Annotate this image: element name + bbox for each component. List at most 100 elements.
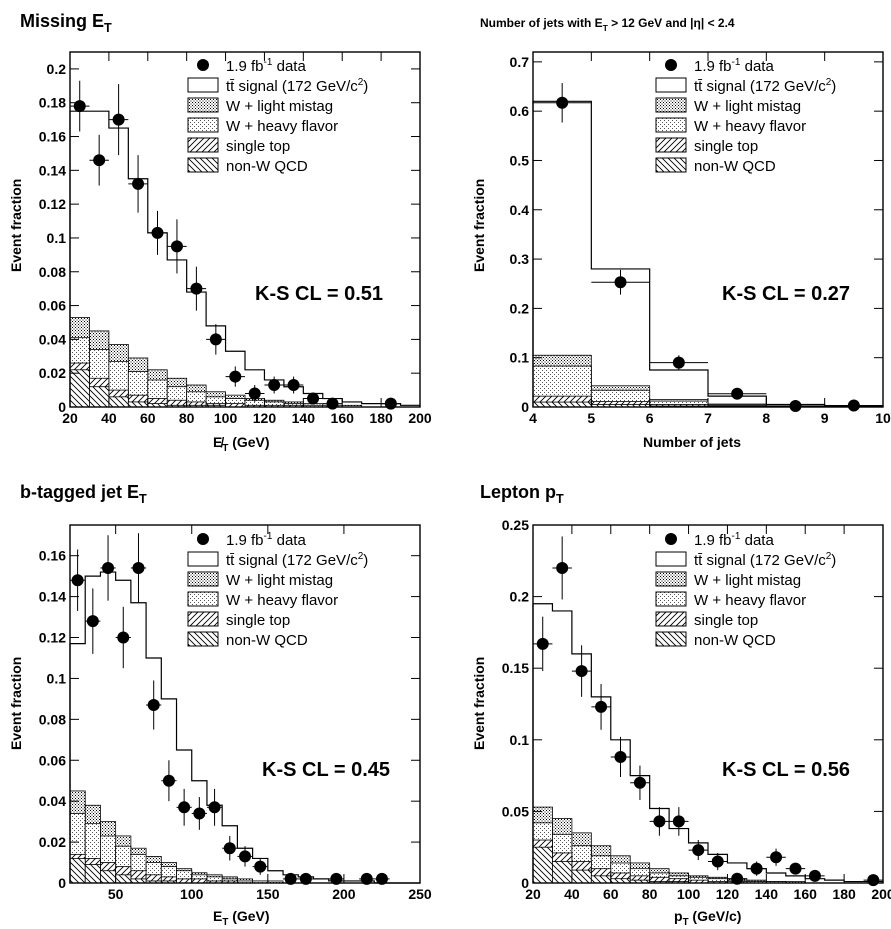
data-point bbox=[789, 862, 802, 875]
data-point bbox=[102, 561, 115, 574]
y-tick-label: 0.04 bbox=[39, 793, 66, 809]
data-point bbox=[711, 855, 724, 868]
stack-bar-qcd bbox=[84, 864, 101, 884]
y-tick-label: 0.1 bbox=[47, 670, 67, 686]
data-point bbox=[307, 392, 320, 405]
y-tick-label: 0 bbox=[521, 875, 529, 891]
legend-label-qcd: non-W QCD bbox=[226, 158, 308, 175]
x-tick-label: 6 bbox=[646, 410, 654, 426]
legend-label-whf: W + heavy flavor bbox=[226, 118, 338, 135]
legend-swatch-stop bbox=[187, 611, 219, 627]
legend-swatch-qcd bbox=[187, 631, 219, 647]
y-tick-label: 0.06 bbox=[39, 752, 66, 768]
data-point bbox=[750, 862, 763, 875]
data-point bbox=[209, 333, 222, 346]
x-tick-label: 40 bbox=[101, 410, 117, 426]
stack-bar-qcd bbox=[571, 869, 592, 884]
x-tick-label: 40 bbox=[564, 886, 580, 902]
legend-swatch-wlf bbox=[187, 571, 219, 587]
legend-label-stop: single top bbox=[694, 138, 758, 155]
stack-bar-qcd bbox=[69, 369, 90, 408]
x-tick-label: 20 bbox=[525, 886, 541, 902]
data-point bbox=[73, 100, 86, 113]
legend-swatch-qcd bbox=[655, 631, 687, 647]
y-axis-label: Event fraction bbox=[8, 179, 24, 272]
legend-label-stop: single top bbox=[226, 138, 290, 155]
data-point bbox=[692, 844, 705, 857]
x-tick-label: 180 bbox=[832, 886, 856, 902]
legend-swatch-stop bbox=[655, 137, 687, 153]
ks-cl-text: K-S CL = 0.51 bbox=[255, 283, 383, 305]
legend-swatch-data bbox=[665, 533, 677, 545]
data-point bbox=[239, 850, 251, 863]
panel-title: Missing ET bbox=[20, 11, 112, 35]
data-point bbox=[93, 154, 106, 167]
x-tick-label: 200 bbox=[408, 410, 432, 426]
data-point bbox=[330, 872, 343, 885]
y-tick-label: 0.5 bbox=[510, 152, 530, 168]
data-point bbox=[556, 561, 569, 574]
panel-missing-et: Missing ET 20 40 60 80 100 120 140 160 180 200 0 0.… bbox=[8, 11, 432, 454]
data-point bbox=[268, 379, 281, 392]
legend-swatch-ttbar bbox=[187, 77, 219, 93]
legend-label-whf: W + heavy flavor bbox=[694, 118, 806, 135]
legend-label-data: 1.9 fb-1 data bbox=[694, 57, 774, 75]
y-axis-label: Event fraction bbox=[8, 657, 24, 750]
legend-label-ttbar: tt̄ signal (172 GeV/c2) bbox=[226, 77, 368, 95]
legend-label-wlf: W + light mistag bbox=[694, 572, 801, 589]
x-tick-label: 160 bbox=[331, 410, 355, 426]
y-tick-label: 0.12 bbox=[39, 630, 66, 646]
y-tick-label: 0.08 bbox=[39, 711, 66, 727]
x-tick-label: 160 bbox=[794, 886, 818, 902]
y-tick-label: 0.6 bbox=[510, 103, 530, 119]
x-tick-label: 120 bbox=[253, 410, 277, 426]
y-tick-label: 0.02 bbox=[39, 834, 66, 850]
data-point bbox=[808, 869, 821, 882]
x-tick-label: 80 bbox=[179, 410, 195, 426]
stack-bar-qcd bbox=[590, 875, 612, 884]
legend-lepton-pt: 1.9 fb-1 data tt̄ signal (172 GeV/c2) W + … bbox=[655, 531, 836, 649]
data-point bbox=[151, 226, 164, 239]
legend-label-ttbar: tt̄ signal (172 GeV/c2) bbox=[226, 551, 368, 569]
y-tick-label: 0.18 bbox=[39, 95, 66, 111]
data-point bbox=[633, 776, 646, 789]
x-tick-label: 200 bbox=[332, 886, 356, 902]
y-tick-label: 0.05 bbox=[502, 803, 529, 819]
y-tick-label: 0.14 bbox=[39, 162, 66, 178]
legend-swatch-whf bbox=[655, 117, 687, 133]
legend-label-data: 1.9 fb-1 data bbox=[226, 531, 306, 549]
x-tick-label: 60 bbox=[603, 886, 619, 902]
plot-frame bbox=[69, 524, 421, 884]
y-tick-label: 0.12 bbox=[39, 196, 66, 212]
y-tick-label: 0 bbox=[58, 399, 66, 415]
data-point bbox=[360, 872, 373, 885]
legend-label-data: 1.9 fb-1 data bbox=[694, 531, 774, 549]
plot-area: 20 40 60 80 100 120 140 160 180 200 0 0.05 0.1 0.15 0.… bbox=[502, 517, 891, 902]
data-point bbox=[847, 399, 860, 412]
legend-swatch-wlf bbox=[187, 97, 219, 113]
panel-btag-jet-et: b-tagged jet ET 50 100 150 200 250 0 0.02 0.04 0… bbox=[8, 482, 432, 928]
legend-swatch-qcd bbox=[655, 157, 687, 173]
y-axis-label: Event fraction bbox=[471, 179, 487, 272]
data-point bbox=[178, 801, 191, 814]
data-point bbox=[132, 177, 145, 190]
y-tick-label: 0.1 bbox=[510, 732, 530, 748]
data-point bbox=[254, 860, 267, 873]
ks-cl-text: K-S CL = 0.56 bbox=[722, 759, 850, 781]
data-point bbox=[229, 370, 242, 383]
x-tick-label: 150 bbox=[256, 886, 280, 902]
panel-title: Number of jets with ET > 12 GeV and |η| … bbox=[480, 16, 735, 33]
data-point bbox=[789, 400, 802, 413]
legend-swatch-wlf bbox=[655, 571, 687, 587]
x-tick-label: 140 bbox=[292, 410, 316, 426]
x-tick-label: 200 bbox=[871, 886, 891, 902]
panel-number-of-jets: Number of jets with ET > 12 GeV and |η| … bbox=[471, 16, 891, 450]
x-tick-label: 20 bbox=[62, 410, 78, 426]
data-point bbox=[575, 665, 588, 678]
data-point bbox=[614, 276, 627, 289]
x-tick-label: 50 bbox=[108, 886, 124, 902]
legend-swatch-whf bbox=[187, 591, 219, 607]
data-point bbox=[770, 851, 783, 864]
y-tick-label: 0.15 bbox=[502, 660, 529, 676]
data-point bbox=[672, 815, 685, 828]
